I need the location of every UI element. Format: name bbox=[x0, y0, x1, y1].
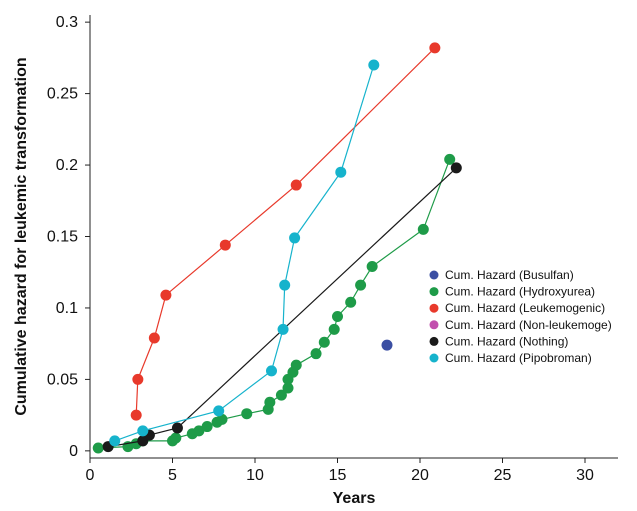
series-layer bbox=[92, 42, 462, 454]
legend-label: Cum. Hazard (Busulfan) bbox=[445, 268, 574, 282]
legend-marker bbox=[429, 270, 439, 280]
data-point bbox=[130, 409, 142, 421]
data-point bbox=[290, 359, 302, 371]
x-tick-label: 30 bbox=[576, 467, 594, 484]
legend-marker bbox=[429, 353, 439, 363]
data-point bbox=[355, 279, 367, 291]
series-cum-hazard-leukemogenic bbox=[130, 42, 441, 421]
series-cum-hazard-nothing bbox=[102, 162, 462, 453]
legend-label: Cum. Hazard (Hydroxyurea) bbox=[445, 285, 595, 299]
data-point bbox=[310, 348, 322, 360]
data-point bbox=[160, 289, 172, 301]
data-point bbox=[264, 396, 276, 408]
data-point bbox=[444, 153, 456, 165]
series-cum-hazard-hydroxyurea bbox=[92, 153, 456, 454]
legend-item: Cum. Hazard (Hydroxyurea) bbox=[429, 285, 595, 299]
data-point bbox=[366, 261, 378, 273]
data-point bbox=[332, 311, 343, 323]
data-point bbox=[193, 425, 205, 437]
data-point bbox=[213, 405, 225, 417]
y-axis-title: Cumulative hazard for leukemic transform… bbox=[13, 57, 30, 415]
data-point bbox=[219, 239, 231, 251]
data-point bbox=[318, 336, 330, 348]
data-point bbox=[328, 323, 340, 335]
legend-item: Cum. Hazard (Busulfan) bbox=[429, 268, 574, 282]
series-line bbox=[108, 167, 457, 448]
data-point bbox=[241, 408, 253, 420]
data-point bbox=[282, 382, 294, 394]
data-point bbox=[417, 223, 429, 235]
y-tick-label: 0.3 bbox=[56, 14, 78, 31]
legend-label: Cum. Hazard (Pipobroman) bbox=[445, 351, 592, 365]
data-point bbox=[368, 59, 380, 71]
x-tick-label: 15 bbox=[329, 467, 347, 484]
x-tick-label: 10 bbox=[246, 467, 264, 484]
data-point bbox=[335, 166, 347, 178]
data-point bbox=[429, 42, 441, 54]
legend-label: Cum. Hazard (Nothing) bbox=[445, 334, 568, 348]
legend-item: Cum. Hazard (Pipobroman) bbox=[429, 351, 592, 365]
legend-marker bbox=[429, 336, 439, 346]
data-point bbox=[92, 442, 104, 454]
legend-label: Cum. Hazard (Leukemogenic) bbox=[445, 301, 605, 315]
data-point bbox=[277, 323, 289, 335]
series-line bbox=[114, 64, 375, 442]
y-tick-label: 0.25 bbox=[47, 86, 78, 103]
data-point bbox=[109, 435, 121, 447]
data-point bbox=[290, 179, 302, 191]
x-tick-label: 5 bbox=[168, 467, 177, 484]
data-point bbox=[279, 279, 291, 291]
data-point bbox=[345, 296, 357, 308]
legend-item: Cum. Hazard (Leukemogenic) bbox=[429, 301, 605, 315]
series-cum-hazard-pipobroman bbox=[109, 59, 380, 447]
legend-marker bbox=[429, 287, 439, 297]
axes: 0 5 10 15 20 25 30 0 0.05 0.1 0.15 0.2 0.25 0.3 bbox=[47, 14, 618, 484]
data-point bbox=[201, 421, 213, 433]
data-point bbox=[266, 365, 277, 377]
y-tick-label: 0.15 bbox=[47, 229, 78, 246]
legend-marker bbox=[429, 303, 439, 313]
y-tick-label: 0.1 bbox=[56, 300, 78, 317]
y-tick-label: 0 bbox=[69, 443, 78, 460]
data-point bbox=[171, 422, 183, 434]
x-tick-label: 0 bbox=[86, 467, 95, 484]
legend-label: Cum. Hazard (Non-leukemoge) bbox=[445, 318, 612, 332]
data-point bbox=[148, 332, 160, 344]
data-point bbox=[137, 425, 149, 437]
legend-item: Cum. Hazard (Non-leukemoge) bbox=[429, 318, 612, 332]
data-point bbox=[170, 432, 182, 444]
x-axis-title: Years bbox=[333, 490, 376, 507]
data-point bbox=[450, 162, 462, 174]
legend: Cum. Hazard (Busulfan) Cum. Hazard (Hydro… bbox=[429, 268, 612, 365]
x-tick-label: 25 bbox=[494, 467, 512, 484]
x-tick-label: 20 bbox=[411, 467, 429, 484]
data-point bbox=[216, 413, 228, 425]
legend-marker bbox=[429, 320, 439, 330]
data-point bbox=[132, 373, 144, 385]
series-line bbox=[135, 47, 436, 416]
data-point bbox=[275, 389, 287, 401]
data-point bbox=[289, 232, 301, 244]
y-tick-label: 0.05 bbox=[47, 371, 78, 388]
y-tick-label: 0.2 bbox=[56, 157, 78, 174]
data-point bbox=[381, 339, 393, 351]
series-cum-hazard-busulfan bbox=[381, 339, 393, 351]
legend-item: Cum. Hazard (Nothing) bbox=[429, 334, 568, 348]
